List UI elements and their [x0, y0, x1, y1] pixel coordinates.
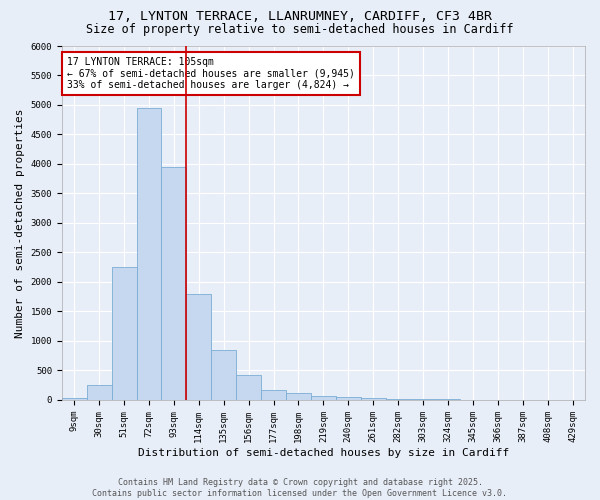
Bar [261, 390, 286, 400]
Y-axis label: Number of semi-detached properties: Number of semi-detached properties [15, 108, 25, 338]
Bar [137, 108, 161, 400]
Bar [336, 396, 361, 400]
Bar [386, 399, 410, 400]
Bar [236, 376, 261, 400]
Text: 17 LYNTON TERRACE: 105sqm
← 67% of semi-detached houses are smaller (9,945)
33% : 17 LYNTON TERRACE: 105sqm ← 67% of semi-… [67, 56, 355, 90]
Bar [187, 294, 211, 400]
Bar [361, 398, 386, 400]
Bar [410, 399, 436, 400]
Text: Size of property relative to semi-detached houses in Cardiff: Size of property relative to semi-detach… [86, 22, 514, 36]
Bar [286, 393, 311, 400]
Text: 17, LYNTON TERRACE, LLANRUMNEY, CARDIFF, CF3 4BR: 17, LYNTON TERRACE, LLANRUMNEY, CARDIFF,… [108, 10, 492, 23]
Text: Contains HM Land Registry data © Crown copyright and database right 2025.
Contai: Contains HM Land Registry data © Crown c… [92, 478, 508, 498]
Bar [86, 385, 112, 400]
Bar [62, 398, 86, 400]
Bar [161, 167, 187, 400]
Bar [211, 350, 236, 400]
Bar [311, 396, 336, 400]
X-axis label: Distribution of semi-detached houses by size in Cardiff: Distribution of semi-detached houses by … [138, 448, 509, 458]
Bar [112, 266, 137, 400]
